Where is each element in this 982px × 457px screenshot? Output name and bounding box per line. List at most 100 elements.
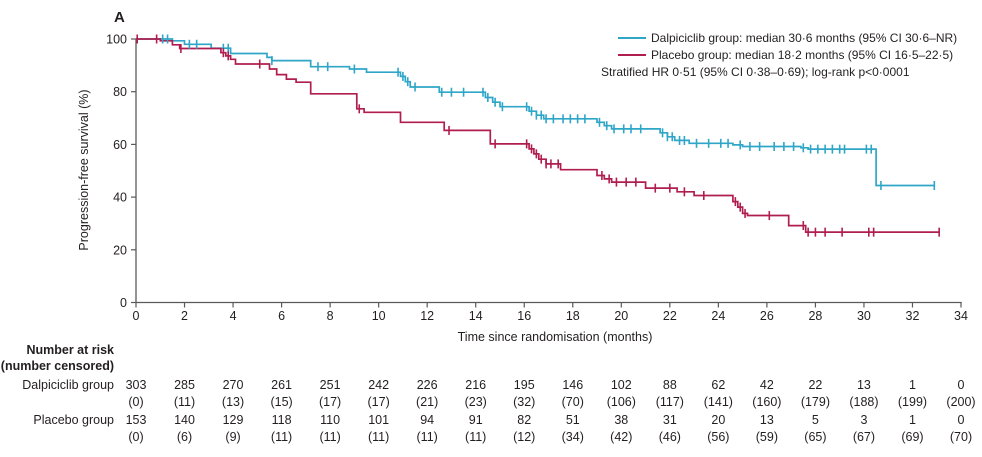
risk-censored: (46) (658, 430, 681, 444)
risk-censored: (9) (225, 430, 241, 444)
risk-censored: (179) (800, 395, 830, 409)
risk-count: 110 (320, 413, 341, 427)
risk-censored: (199) (897, 395, 928, 409)
risk-censored: (11) (270, 430, 293, 444)
risk-censored: (70) (949, 430, 973, 444)
risk-count: 3 (860, 413, 868, 427)
x-tick-label: 24 (711, 309, 725, 323)
risk-row-label-dalpiciclib: Dalpiciclib group (22, 378, 114, 392)
x-tick-label: 18 (566, 309, 580, 323)
risk-censored: (42) (610, 430, 633, 444)
risk-row-label-placebo: Placebo group (33, 413, 114, 427)
legend-annotation-hr: Stratified HR 0·51 (95% CI 0·38–0·69); l… (601, 65, 910, 79)
risk-count: 38 (614, 413, 629, 427)
risk-count: 153 (125, 413, 147, 427)
risk-censored: (117) (655, 395, 684, 409)
x-axis-label: Time since randomisation (months) (458, 330, 653, 344)
risk-count: 42 (759, 378, 774, 392)
x-tick-label: 26 (760, 309, 774, 323)
x-tick-label: 22 (663, 309, 677, 323)
panel-label: A (114, 9, 125, 26)
risk-censored: (15) (270, 395, 293, 409)
x-tick-label: 28 (808, 309, 822, 323)
risk-count: 261 (271, 378, 292, 392)
x-tick-label: 32 (906, 309, 920, 323)
risk-count: 195 (513, 378, 535, 392)
risk-censored: (32) (513, 395, 536, 409)
x-tick-label: 34 (954, 309, 968, 323)
risk-count: 140 (174, 413, 195, 427)
legend-label-dalpiciclib: Dalpiciclib group: median 30·6 months (9… (651, 31, 957, 45)
x-tick-label: 6 (278, 309, 285, 323)
risk-censored: (23) (464, 395, 487, 409)
axes (131, 38, 962, 308)
risk-count: 13 (856, 378, 871, 392)
risk-count: 251 (319, 378, 341, 392)
risk-censored: (106) (606, 395, 636, 409)
risk-censored: (69) (901, 430, 924, 444)
risk-count: 91 (468, 413, 483, 427)
y-tick-label: 0 (120, 296, 127, 310)
risk-censored: (11) (173, 395, 196, 409)
risk-censored: (188) (849, 395, 879, 409)
risk-count: 303 (125, 378, 147, 392)
risk-censored: (12) (513, 430, 536, 444)
risk-censored: (0) (128, 430, 144, 444)
x-tick-label: 12 (420, 309, 434, 323)
legend-label-placebo: Placebo group: median 18·2 months (95% C… (651, 48, 953, 62)
y-tick-label: 20 (113, 243, 127, 257)
x-tick-label: 0 (133, 309, 140, 323)
risk-count: 22 (808, 378, 823, 392)
risk-count: 101 (368, 413, 390, 427)
risk-censored: (141) (703, 395, 733, 409)
risk-censored: (70) (561, 395, 584, 409)
legend: Dalpiciclib group: median 30·6 months (9… (601, 31, 957, 79)
risk-count: 285 (174, 378, 195, 392)
risk-count: 216 (465, 378, 487, 392)
x-tick-labels: 0 2 4 6 8 10 12 14 16 18 20 22 24 26 28 30 32 34 (133, 309, 968, 323)
risk-censored: (65) (804, 430, 827, 444)
x-tick-label: 16 (517, 309, 531, 323)
x-tick-label: 4 (230, 309, 237, 323)
risk-censored: (0) (128, 395, 144, 409)
risk-count: 102 (610, 378, 632, 392)
risk-count: 1 (908, 378, 916, 392)
risk-count: 13 (759, 413, 774, 427)
survival-curves (136, 38, 940, 233)
y-tick-label: 60 (113, 138, 127, 152)
risk-censored: (13) (221, 395, 245, 409)
survival-curve-dalpiciclib (136, 38, 935, 187)
risk-censored: (11) (416, 430, 438, 444)
risk-censored: (17) (367, 395, 390, 409)
risk-count: 0 (957, 378, 965, 392)
risk-censored: (11) (319, 430, 341, 444)
y-tick-labels: 0 20 40 60 80 100 (106, 33, 127, 311)
risk-table-header-line2: (number censored) (0, 359, 114, 373)
risk-count: 31 (662, 413, 677, 427)
risk-count: 88 (662, 378, 677, 392)
x-tick-label: 20 (614, 309, 628, 323)
x-tick-label: 2 (181, 309, 188, 323)
risk-censored: (6) (176, 430, 193, 444)
risk-count: 0 (957, 413, 965, 427)
risk-count: 62 (711, 378, 726, 392)
risk-count: 146 (562, 378, 584, 392)
y-tick-label: 40 (113, 191, 127, 205)
risk-censored: (200) (946, 395, 976, 409)
risk-censored: (160) (752, 395, 782, 409)
risk-count: 226 (416, 378, 438, 392)
censor-marks (136, 34, 940, 237)
risk-count: 242 (368, 378, 390, 392)
x-tick-label: 8 (327, 309, 334, 323)
risk-count: 5 (811, 413, 819, 427)
risk-censored: (34) (561, 430, 584, 444)
risk-censored: (11) (465, 430, 487, 444)
x-tick-label: 10 (372, 309, 386, 323)
survival-curve-placebo (136, 38, 940, 233)
y-tick-label: 100 (106, 33, 127, 47)
risk-censored: (11) (367, 430, 390, 444)
risk-count: 94 (420, 413, 435, 427)
